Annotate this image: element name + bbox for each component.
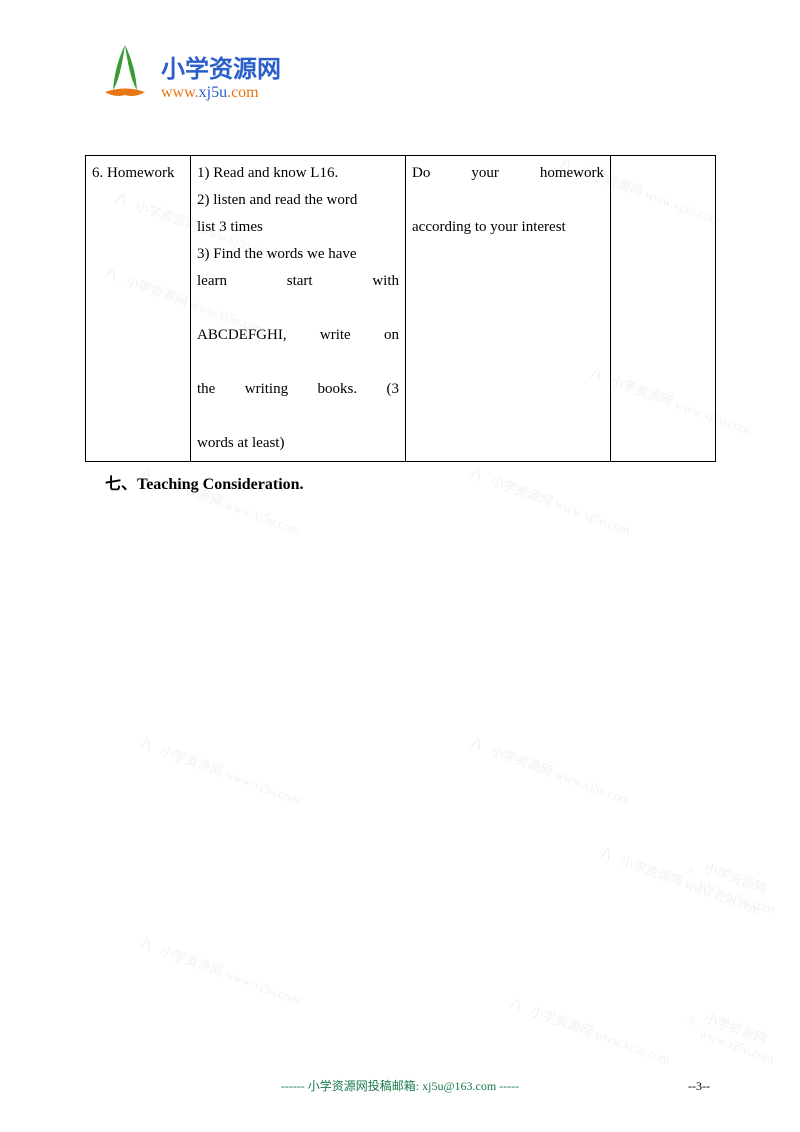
page-number: --3-- xyxy=(688,1079,710,1094)
watermark: 小学资源网 www.xj5u.com xyxy=(678,851,800,925)
site-logo: 小学资源网 www.xj5u.com xyxy=(95,40,281,110)
cell-tasks: 1) Read and know L16. 2) listen and read… xyxy=(191,156,406,462)
watermark: 小学资源网 www.xj5u.com xyxy=(678,1001,800,1075)
cell-empty xyxy=(611,156,716,462)
watermark: 小学资源网 www.xj5u.com xyxy=(502,991,673,1069)
cell-instruction: Do your homework according to your inter… xyxy=(406,156,611,462)
footer-text: ------ 小学资源网投稿邮箱: xj5u@163.com ----- xyxy=(0,1077,800,1094)
logo-text: 小学资源网 www.xj5u.com xyxy=(161,49,281,102)
watermark: 小学资源网 www.xj5u.com xyxy=(132,931,303,1009)
logo-leaf-icon xyxy=(95,40,155,110)
table-row: 6. Homework 1) Read and know L16. 2) lis… xyxy=(86,156,716,462)
logo-url: www.xj5u.com xyxy=(161,84,281,102)
watermark: 小学资源网 www.xj5u.com xyxy=(462,731,633,809)
logo-cn-text: 小学资源网 xyxy=(161,49,281,84)
watermark: 小学资源网 www.xj5u.com xyxy=(592,841,763,919)
document-content: 6. Homework 1) Read and know L16. 2) lis… xyxy=(85,155,715,494)
watermark: 小学资源网 www.xj5u.com xyxy=(132,731,303,809)
section-heading: 七、Teaching Consideration. xyxy=(105,470,715,494)
homework-table: 6. Homework 1) Read and know L16. 2) lis… xyxy=(85,155,716,462)
cell-section: 6. Homework xyxy=(86,156,191,462)
